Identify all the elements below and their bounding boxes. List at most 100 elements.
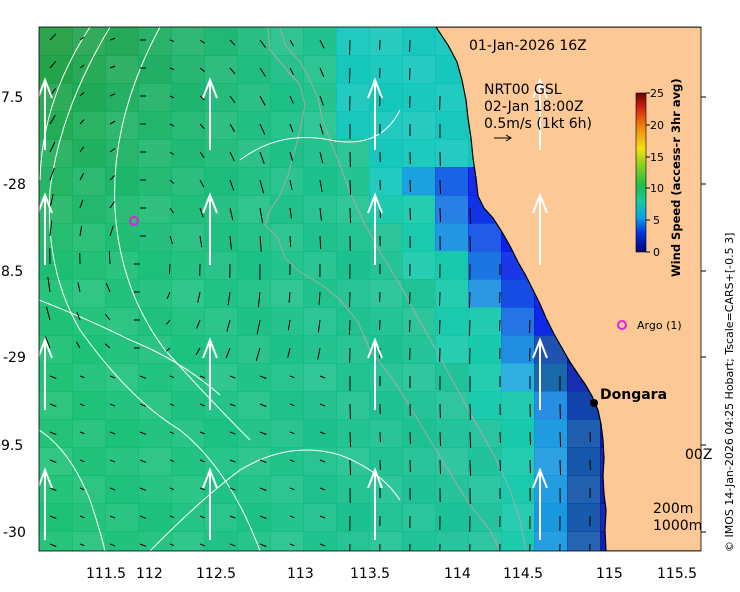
current-vector	[348, 67, 351, 83]
current-vector	[79, 403, 85, 407]
field-cell	[270, 83, 304, 112]
contour-line	[149, 449, 401, 551]
field-cell	[237, 391, 271, 420]
field-cell	[105, 251, 139, 280]
current-vector	[199, 235, 203, 248]
wind-vector	[367, 192, 383, 265]
current-vector	[559, 459, 562, 475]
current-vector	[79, 36, 85, 41]
current-vector	[289, 459, 295, 463]
field-cell	[336, 195, 370, 224]
field-cell	[171, 139, 205, 168]
field-cell	[402, 419, 436, 448]
field-cell	[237, 419, 271, 448]
field-cell	[534, 419, 568, 448]
field-cell	[336, 27, 370, 56]
field-cell	[237, 335, 271, 364]
current-vector	[45, 336, 51, 349]
current-vector	[76, 312, 81, 321]
current-vector	[199, 39, 205, 44]
field-cell	[468, 251, 502, 280]
field-cell	[105, 55, 139, 84]
field-cell	[336, 419, 370, 448]
colorbar-tick-label: 5	[653, 214, 660, 227]
current-vector	[259, 179, 265, 194]
y-tick-label: -29.5	[0, 438, 23, 454]
current-vector	[229, 151, 235, 162]
colorbar	[635, 92, 647, 253]
current-vector	[348, 291, 351, 307]
field-cell	[699, 27, 701, 56]
field-cell	[105, 83, 139, 112]
field-cell	[468, 363, 502, 392]
current-vector	[79, 173, 84, 181]
current-vector	[229, 67, 236, 75]
field-cell	[336, 475, 370, 504]
current-vector	[199, 151, 205, 159]
vector-scale-label: 0.5m/s (1kt 6h)	[484, 116, 592, 132]
current-vector	[108, 251, 111, 265]
field-cell	[72, 419, 106, 448]
wind-vector	[39, 192, 53, 265]
x-tick-label: 111.5	[86, 566, 126, 582]
field-cell	[270, 363, 304, 392]
field-cell	[72, 307, 106, 336]
current-vector	[199, 95, 205, 101]
current-vector	[319, 123, 324, 135]
wind-vector	[39, 77, 53, 150]
wind-vector	[532, 337, 548, 410]
field-cell	[270, 391, 304, 420]
field-cell	[39, 531, 73, 551]
current-vector	[259, 403, 267, 407]
date-label: 01-Jan-2026 16Z	[469, 38, 587, 54]
field-cell	[435, 251, 469, 280]
field-cell	[270, 307, 304, 336]
field-cell	[468, 335, 502, 364]
field-cell	[171, 503, 205, 532]
current-vector	[319, 403, 326, 407]
field-cell	[105, 447, 139, 476]
field-cell	[39, 279, 73, 308]
current-vector	[109, 375, 116, 379]
wind-vector	[367, 77, 383, 150]
model-label: NRT00 GSL	[484, 82, 562, 98]
field-cell	[402, 335, 436, 364]
current-vector	[289, 431, 295, 435]
current-vector	[109, 93, 116, 97]
current-vector	[169, 179, 175, 184]
current-vector	[166, 319, 171, 325]
current-vector	[229, 431, 236, 435]
contour-line	[48, 27, 261, 551]
current-vector	[169, 207, 174, 214]
current-vector	[229, 459, 236, 463]
field-cell	[402, 27, 436, 56]
field-cell	[369, 27, 403, 56]
current-vector	[469, 459, 472, 476]
field-cell	[270, 27, 304, 56]
field-cell	[72, 223, 106, 252]
current-vector	[469, 431, 472, 448]
x-tick-label: 114.5	[503, 566, 543, 582]
field-cell	[369, 167, 403, 196]
current-vector	[319, 95, 324, 106]
field-cell	[336, 139, 370, 168]
field-cell	[402, 307, 436, 336]
current-vector	[289, 375, 295, 379]
current-vector	[229, 235, 232, 250]
y-tick-label: -30	[3, 525, 26, 541]
current-vector	[199, 487, 205, 491]
current-vector	[169, 39, 175, 42]
current-vector	[79, 431, 85, 435]
scale-arrow	[494, 134, 512, 142]
current-vector	[109, 431, 116, 435]
field-cell	[72, 251, 106, 280]
y-tick-label: -27.5	[0, 90, 23, 106]
field-cell	[171, 335, 205, 364]
field-cell	[501, 447, 535, 476]
current-vector	[256, 319, 261, 335]
field-cell	[501, 419, 535, 448]
field-cell	[171, 391, 205, 420]
field-cell	[402, 475, 436, 504]
current-vector	[109, 120, 116, 125]
field-cell	[237, 503, 271, 532]
